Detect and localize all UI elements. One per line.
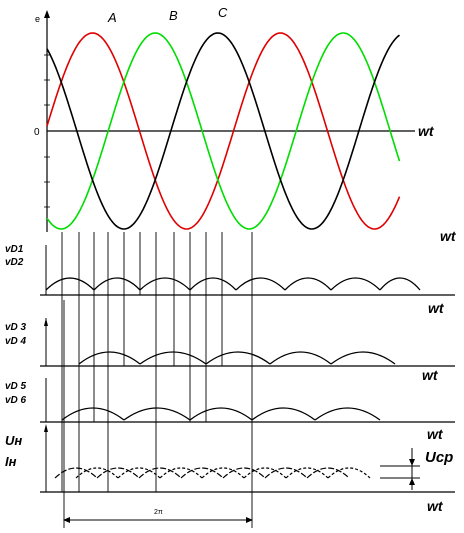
vd2-label: vD2 <box>5 257 24 268</box>
pulse-vd34 <box>269 351 332 365</box>
pulse-vd12 <box>379 277 421 291</box>
two-pi-label: 2π <box>154 509 163 516</box>
ucp-marker <box>380 448 420 490</box>
wt-label-phase-bottom: wt <box>440 228 457 244</box>
y-axis-arrow <box>44 10 50 18</box>
pulse-vd56 <box>123 407 191 421</box>
pulse-vd56 <box>61 407 125 421</box>
pulse-curves <box>45 277 421 479</box>
pulse-vd34 <box>205 351 271 365</box>
wt-label-output: wt <box>427 498 444 514</box>
axes-group <box>40 10 455 493</box>
labels-group: e 0 A B C wt wt vD1 vD2 wt vD 3 vD 4 wt … <box>5 5 457 516</box>
pulse-vd12 <box>189 277 237 291</box>
pulse-vd56 <box>251 407 316 421</box>
pulse-output <box>222 467 266 479</box>
ucp-label: Ucp <box>425 449 453 466</box>
pulse-vd12 <box>284 277 332 291</box>
pulse-vd12 <box>45 277 95 291</box>
wt-label-phase: wt <box>418 123 435 139</box>
pulse-vd34 <box>139 351 207 365</box>
phase-c-label: C <box>218 5 228 20</box>
vd6-label: vD 6 <box>5 395 27 406</box>
pulse-vd56 <box>314 407 381 421</box>
pulse-output <box>327 467 371 479</box>
y-axis-vd34-arrow <box>44 318 48 326</box>
in-label: Iн <box>5 454 17 469</box>
pulse-output <box>54 467 98 479</box>
e-axis-label: e <box>35 14 40 24</box>
ucp-arrow-bottom <box>409 478 415 485</box>
y-axis-output-arrow <box>44 424 48 432</box>
phase-a-curve <box>46 32 401 230</box>
period-marker <box>63 517 253 523</box>
period-arrow-right <box>246 517 253 523</box>
period-arrow-left <box>63 517 70 523</box>
un-label: Uн <box>5 433 22 448</box>
phase-curves <box>46 32 401 230</box>
phase-b-label: B <box>169 8 178 23</box>
pulse-vd12 <box>330 277 381 291</box>
switching-drop-lines <box>61 232 253 528</box>
pulse-vd34 <box>78 351 141 365</box>
wt-label-vd34: wt <box>422 367 439 383</box>
vd4-label: vD 4 <box>5 336 27 347</box>
pulse-vd12 <box>139 277 191 291</box>
pulse-vd34 <box>330 351 396 365</box>
pulse-output <box>96 467 140 479</box>
pulse-vd12 <box>235 277 286 291</box>
phase-a-label: A <box>107 10 117 25</box>
pulse-vd12 <box>93 277 141 291</box>
wt-label-vd56: wt <box>427 426 444 442</box>
pulse-output <box>306 467 350 479</box>
phase-c-curve <box>46 32 400 230</box>
pulse-vd56 <box>189 407 253 421</box>
vd5-label: vD 5 <box>5 381 27 392</box>
vd3-label: vD 3 <box>5 322 27 333</box>
pulse-output <box>138 467 182 479</box>
ucp-arrow-top <box>409 459 415 466</box>
vd1-label: vD1 <box>5 244 24 255</box>
phase-b-curve <box>46 32 401 230</box>
pulse-output <box>264 467 308 479</box>
zero-label: 0 <box>34 127 40 138</box>
pulse-output <box>180 467 224 479</box>
wt-label-vd12: wt <box>428 300 445 316</box>
